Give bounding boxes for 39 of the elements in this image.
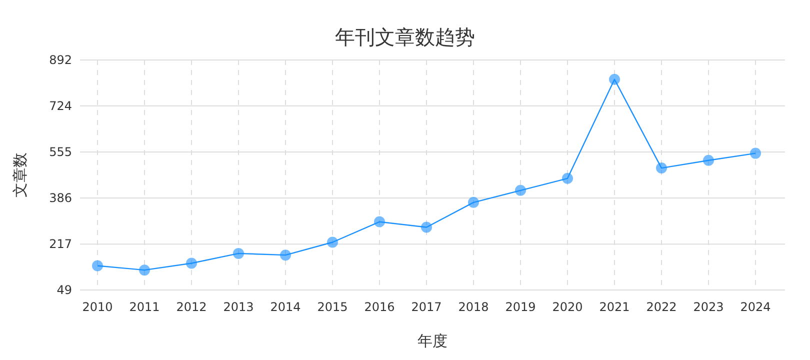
point [421, 222, 432, 233]
point [609, 74, 620, 85]
chart-title: 年刊文章数趋势 [335, 25, 475, 49]
x-tick-label: 2019 [505, 300, 536, 314]
point [468, 196, 479, 208]
x-tick-label: 2022 [646, 300, 677, 314]
x-tick-label: 2018 [458, 300, 489, 314]
y-tick-label: 724 [49, 98, 72, 113]
point [374, 216, 385, 228]
x-tick-label: 2013 [223, 300, 254, 314]
point [139, 264, 150, 276]
point [92, 260, 103, 272]
point [703, 154, 714, 166]
x-tick-label: 2017 [411, 300, 442, 314]
point [186, 258, 197, 269]
point [515, 184, 526, 196]
y-tick-label: 49 [56, 283, 72, 297]
x-tick-label: 2023 [693, 300, 724, 314]
x-tick-label: 2011 [129, 300, 160, 314]
x-tick-label: 2021 [599, 300, 630, 314]
x-tick-label: 2024 [740, 300, 771, 314]
x-tick-label: 2020 [552, 300, 583, 314]
point [750, 148, 761, 159]
x-axis-title: 年度 [418, 332, 448, 350]
x-tick-label: 2012 [176, 300, 207, 314]
point [233, 248, 244, 259]
x-tick-label: 2010 [82, 300, 113, 314]
y-tick-label: 555 [49, 144, 72, 159]
y-tick-label: 386 [49, 191, 72, 206]
y-axis-title: 文章数 [11, 152, 29, 198]
point [656, 162, 667, 174]
point [280, 250, 291, 261]
x-tick-label: 2014 [270, 300, 301, 314]
y-tick-label: 217 [49, 237, 72, 252]
point [327, 236, 338, 248]
x-tick-label: 2015 [317, 300, 348, 314]
x-tick-label: 2016 [364, 300, 395, 314]
point [562, 172, 573, 184]
y-tick-label: 892 [49, 53, 72, 67]
